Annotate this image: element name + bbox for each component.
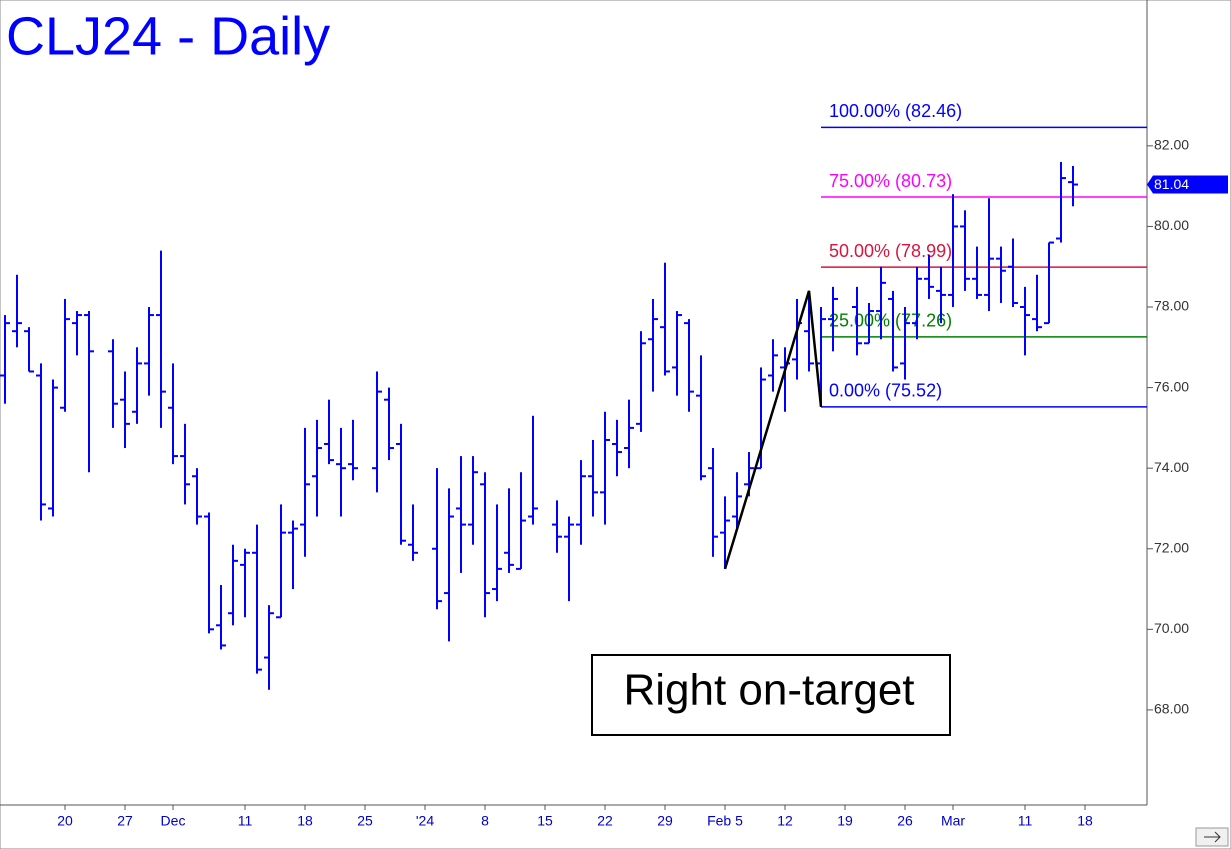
last-price-tag	[1147, 175, 1228, 194]
x-tick-label: 18	[1077, 813, 1093, 829]
x-tick-label: '24	[416, 813, 434, 829]
y-tick-label: 74.00	[1154, 459, 1189, 475]
swing-line	[723, 290, 823, 570]
level-label: 75.00% (80.73)	[829, 171, 952, 191]
x-tick-label: 20	[57, 813, 73, 829]
annotation: Right on-target	[623, 666, 914, 715]
x-tick-label: 11	[238, 813, 253, 829]
level-label: 100.00% (82.46)	[829, 101, 962, 121]
x-tick-label: 25	[357, 813, 373, 829]
x-tick-label: 12	[777, 813, 793, 829]
scroll-arrow[interactable]	[1204, 831, 1221, 843]
y-tick-label: 78.00	[1154, 298, 1189, 314]
x-tick-label: 27	[117, 813, 133, 829]
scroll-button[interactable]	[1195, 827, 1229, 847]
last-price-label: 81.04	[1154, 176, 1189, 192]
x-tick-label: 29	[657, 813, 673, 829]
y-tick-label: 68.00	[1154, 701, 1189, 717]
level-label: 50.00% (78.99)	[829, 241, 952, 261]
y-tick-label: 82.00	[1154, 137, 1189, 153]
x-tick-label: Mar	[941, 813, 965, 829]
level-label: 0.00% (75.52)	[829, 381, 942, 401]
y-tick-label: 80.00	[1154, 217, 1189, 233]
x-tick-label: 15	[537, 813, 553, 829]
x-tick-label: 22	[597, 813, 613, 829]
chart-title: CLJ24 - Daily	[6, 6, 330, 66]
x-tick-label: Dec	[161, 813, 186, 829]
annotation-box	[591, 654, 951, 736]
level-label: 25.00% (77.26)	[829, 311, 952, 331]
x-tick-label: 18	[297, 813, 313, 829]
y-tick-label: 76.00	[1154, 378, 1189, 394]
x-tick-label: 11	[1018, 813, 1033, 829]
x-tick-label: Feb 5	[707, 813, 743, 829]
y-tick-label: 72.00	[1154, 539, 1189, 555]
x-tick-label: 19	[837, 813, 853, 829]
x-tick-label: 26	[897, 813, 913, 829]
y-tick-label: 70.00	[1154, 620, 1189, 636]
x-tick-label: 8	[481, 813, 489, 829]
